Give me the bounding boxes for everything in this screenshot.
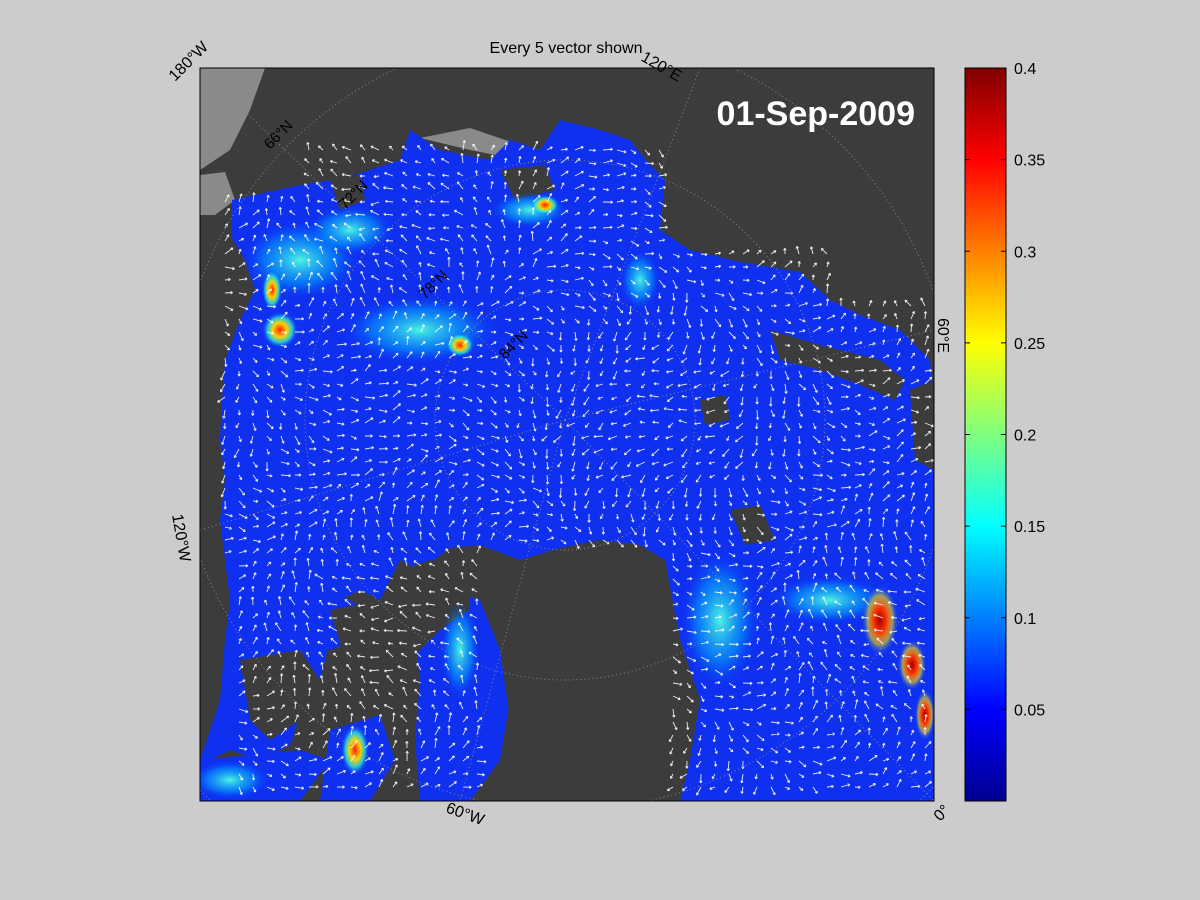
ice-shelf-area-3 (420, 128, 520, 158)
colorbar-tick-label: 0.05 (1014, 702, 1045, 719)
drift-vector-arrows (217, 140, 934, 796)
map-frame (199, 67, 935, 802)
greenland-land (480, 545, 690, 801)
map-panel: 01-Sep-2009 66°N 72°N 78°N 84°N (200, 68, 934, 801)
date-label: 01-Sep-2009 (717, 95, 915, 133)
colorbar-gradient (964, 67, 1007, 802)
colorbar-tick-label: 0.35 (1014, 153, 1045, 170)
graticule (200, 68, 934, 801)
lon-label-120w: 120°W (168, 513, 193, 564)
colorbar-tick-label: 0.2 (1014, 428, 1036, 445)
novaya-zemlya-land (770, 330, 905, 400)
colorbar-tick-label: 0.1 (1014, 611, 1036, 628)
colorbar-ticks: 0.4 0.35 0.3 0.25 0.2 0.15 0.1 0.05 (965, 61, 1045, 719)
lon-label-0: 0° (931, 802, 954, 825)
colorbar-tick-label: 0.4 (1014, 61, 1036, 78)
ice-shelf-area (200, 68, 265, 170)
colorbar-tick-label: 0.15 (1014, 519, 1045, 536)
lon-label-60e: 60°E (934, 318, 951, 353)
speed-highlights (200, 192, 934, 800)
drift-vectors (217, 140, 934, 796)
lon-label-60w: 60°W (444, 800, 488, 830)
figure-title: Every 5 vector shown (490, 40, 643, 57)
scandinavia-land (910, 380, 934, 470)
archipelago-land (330, 560, 470, 720)
ice-shelf-area-2 (200, 172, 235, 215)
archipelago-land-2 (240, 650, 320, 740)
colorbar: 0.4 0.35 0.3 0.25 0.2 0.15 0.1 0.05 (964, 61, 1045, 802)
wrangel-land (330, 175, 365, 210)
new-siberian-land (500, 165, 555, 200)
colorbar-tick-label: 0.25 (1014, 336, 1045, 353)
colorbar-tick-label: 0.3 (1014, 244, 1036, 261)
